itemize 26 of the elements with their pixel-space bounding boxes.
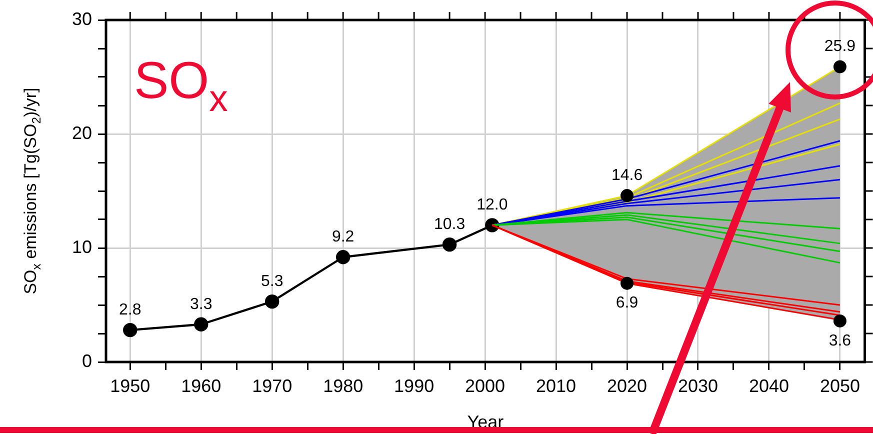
x-tick-label: 2050 [820, 376, 860, 396]
data-label: 25.9 [824, 38, 856, 56]
data-label: 12.0 [476, 196, 508, 214]
data-label: 9.2 [332, 228, 354, 246]
data-label: 10.3 [434, 216, 466, 233]
data-label: 5.3 [260, 272, 284, 290]
x-tick-label: 2030 [678, 376, 718, 396]
data-label: 6.9 [616, 294, 638, 312]
y-axis-title: SOx emissions [Tg(SO2)/yr] [21, 88, 44, 294]
data-label: 14.6 [611, 166, 643, 184]
x-tick-label: 1990 [394, 376, 434, 396]
x-tick-label: 1970 [252, 376, 292, 396]
x-tick-label: 2020 [606, 376, 648, 396]
y-tick-label: 20 [72, 122, 92, 143]
data-label: 3.3 [190, 296, 212, 313]
x-tick-label: 2000 [465, 376, 506, 396]
x-tick-label: 2010 [536, 376, 576, 396]
x-tick-label: 1950 [110, 376, 150, 396]
data-label: 2.8 [119, 301, 142, 318]
x-tick-label: 1960 [181, 376, 222, 396]
y-tick-label: 30 [72, 8, 92, 29]
x-tick-label: 1980 [323, 376, 364, 396]
y-tick-label: 10 [72, 236, 92, 257]
data-label: 3.6 [828, 332, 852, 350]
y-tick-label: 0 [82, 350, 92, 371]
x-tick-label: 2040 [748, 376, 789, 396]
